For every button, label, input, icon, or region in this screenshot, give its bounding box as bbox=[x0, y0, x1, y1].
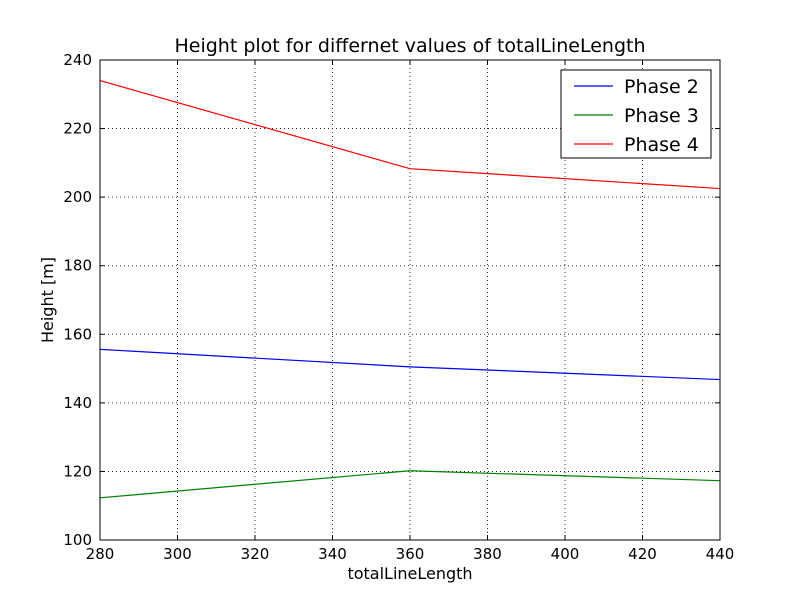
series-line-phase-2 bbox=[99, 348, 721, 381]
x-tick-label: 300 bbox=[163, 545, 192, 563]
ticks: 280 300 320 340 360 380 400 420 440 100 120 140 160 1… bbox=[63, 51, 734, 563]
y-tick-label: 180 bbox=[63, 257, 92, 275]
y-tick-label: 240 bbox=[63, 51, 92, 69]
legend-label: Phase 4 bbox=[624, 134, 699, 156]
x-tick-label: 340 bbox=[318, 545, 347, 563]
legend: Phase 2 Phase 3 Phase 4 bbox=[560, 69, 712, 159]
series-lines bbox=[99, 79, 721, 499]
y-axis-label: Height [m] bbox=[38, 257, 57, 343]
series-line-phase-4 bbox=[99, 79, 721, 190]
y-tick-label: 160 bbox=[63, 325, 92, 343]
y-tick-label: 200 bbox=[63, 188, 92, 206]
x-tick-label: 380 bbox=[473, 545, 502, 563]
y-tick-label: 120 bbox=[63, 462, 92, 480]
x-tick-label: 400 bbox=[551, 545, 580, 563]
series-line-phase-3 bbox=[99, 470, 721, 499]
x-tick-label: 440 bbox=[706, 545, 735, 563]
chart-title: Height plot for differnet values of tota… bbox=[174, 35, 645, 57]
x-tick-label: 320 bbox=[241, 545, 270, 563]
y-tick-label: 140 bbox=[63, 394, 92, 412]
y-tick-label: 220 bbox=[63, 120, 92, 138]
legend-box bbox=[560, 69, 712, 159]
x-tick-label: 420 bbox=[628, 545, 657, 563]
legend-label: Phase 2 bbox=[624, 76, 699, 98]
legend-label: Phase 3 bbox=[624, 105, 699, 127]
x-axis-label: totalLineLength bbox=[347, 564, 472, 583]
x-tick-label: 280 bbox=[86, 545, 115, 563]
y-tick-label: 100 bbox=[63, 531, 92, 549]
x-tick-label: 360 bbox=[396, 545, 425, 563]
